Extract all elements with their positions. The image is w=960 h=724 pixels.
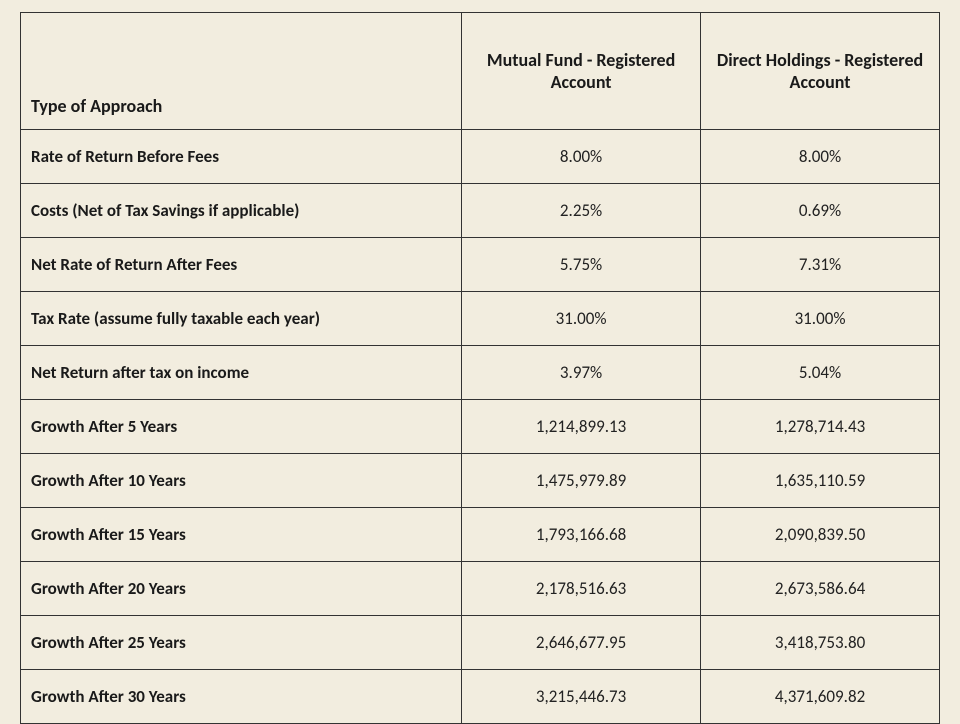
row-label: Rate of Return Before Fees: [21, 130, 462, 184]
cell-direct-holdings: 5.04%: [701, 346, 940, 400]
table-row: Costs (Net of Tax Savings if applicable)…: [21, 184, 940, 238]
col-header-approach: Type of Approach: [21, 13, 462, 130]
table-row: Rate of Return Before Fees 8.00% 8.00%: [21, 130, 940, 184]
cell-mutual-fund: 2.25%: [462, 184, 701, 238]
cell-mutual-fund: 31.00%: [462, 292, 701, 346]
cell-direct-holdings: 2,673,586.64: [701, 562, 940, 616]
cell-direct-holdings: 1,278,714.43: [701, 400, 940, 454]
table-row: Tax Rate (assume fully taxable each year…: [21, 292, 940, 346]
cell-mutual-fund: 1,793,166.68: [462, 508, 701, 562]
col-header-mutual-fund: Mutual Fund - Registered Account: [462, 13, 701, 130]
table-row: Net Return after tax on income 3.97% 5.0…: [21, 346, 940, 400]
col-header-direct-holdings: Direct Holdings - Registered Account: [701, 13, 940, 130]
comparison-table: Type of Approach Mutual Fund - Registere…: [20, 12, 940, 724]
table-row: Growth After 15 Years 1,793,166.68 2,090…: [21, 508, 940, 562]
cell-mutual-fund: 5.75%: [462, 238, 701, 292]
cell-mutual-fund: 3.97%: [462, 346, 701, 400]
cell-mutual-fund: 8.00%: [462, 130, 701, 184]
cell-direct-holdings: 31.00%: [701, 292, 940, 346]
row-label: Costs (Net of Tax Savings if applicable): [21, 184, 462, 238]
cell-mutual-fund: 2,646,677.95: [462, 616, 701, 670]
cell-direct-holdings: 0.69%: [701, 184, 940, 238]
cell-mutual-fund: 1,214,899.13: [462, 400, 701, 454]
table-row: Growth After 25 Years 2,646,677.95 3,418…: [21, 616, 940, 670]
cell-direct-holdings: 2,090,839.50: [701, 508, 940, 562]
table-row: Growth After 10 Years 1,475,979.89 1,635…: [21, 454, 940, 508]
cell-mutual-fund: 2,178,516.63: [462, 562, 701, 616]
row-label: Growth After 5 Years: [21, 400, 462, 454]
row-label: Growth After 25 Years: [21, 616, 462, 670]
row-label: Growth After 30 Years: [21, 670, 462, 724]
cell-direct-holdings: 7.31%: [701, 238, 940, 292]
row-label: Net Rate of Return After Fees: [21, 238, 462, 292]
cell-direct-holdings: 8.00%: [701, 130, 940, 184]
cell-direct-holdings: 3,418,753.80: [701, 616, 940, 670]
table-row: Net Rate of Return After Fees 5.75% 7.31…: [21, 238, 940, 292]
table-row: Growth After 20 Years 2,178,516.63 2,673…: [21, 562, 940, 616]
row-label: Growth After 20 Years: [21, 562, 462, 616]
table-row: Growth After 5 Years 1,214,899.13 1,278,…: [21, 400, 940, 454]
cell-mutual-fund: 3,215,446.73: [462, 670, 701, 724]
cell-mutual-fund: 1,475,979.89: [462, 454, 701, 508]
table-body: Rate of Return Before Fees 8.00% 8.00% C…: [21, 130, 940, 724]
row-label: Growth After 15 Years: [21, 508, 462, 562]
table-row: Growth After 30 Years 3,215,446.73 4,371…: [21, 670, 940, 724]
cell-direct-holdings: 4,371,609.82: [701, 670, 940, 724]
row-label: Growth After 10 Years: [21, 454, 462, 508]
cell-direct-holdings: 1,635,110.59: [701, 454, 940, 508]
row-label: Tax Rate (assume fully taxable each year…: [21, 292, 462, 346]
table-header-row: Type of Approach Mutual Fund - Registere…: [21, 13, 940, 130]
row-label: Net Return after tax on income: [21, 346, 462, 400]
